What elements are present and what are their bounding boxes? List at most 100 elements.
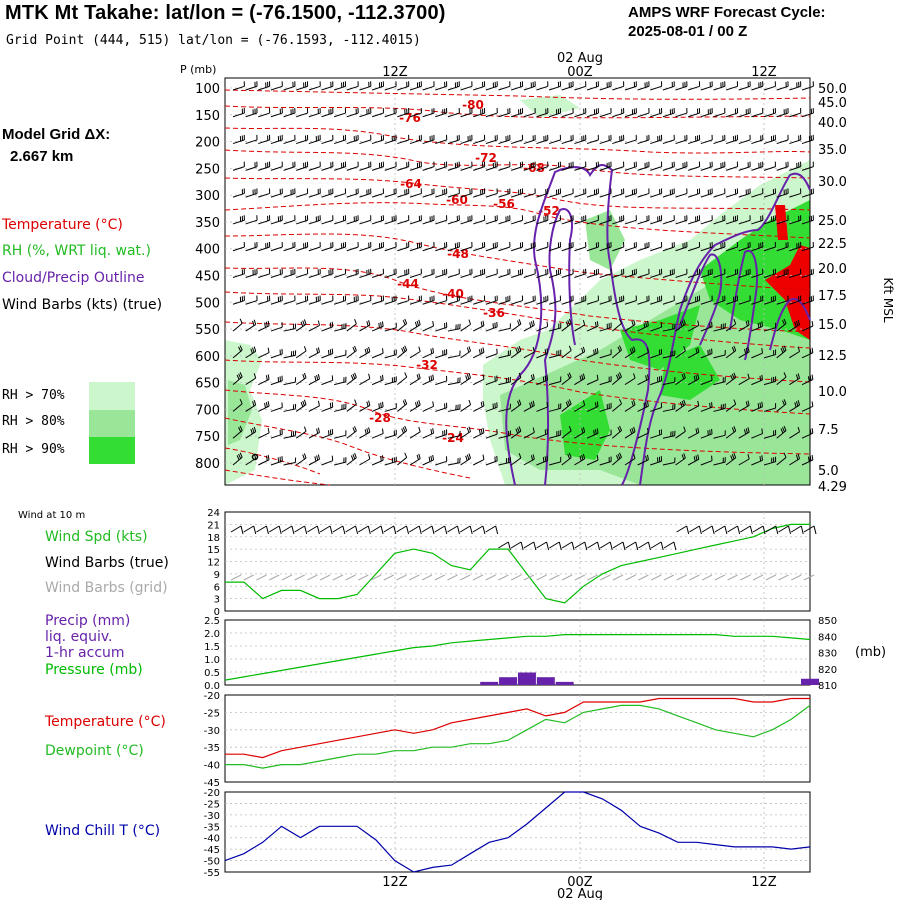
wind-barb (789, 426, 801, 439)
wind-barb (523, 295, 536, 305)
wind-barb (258, 347, 270, 359)
wind-barb (650, 429, 663, 439)
wind-barb (447, 430, 461, 439)
wind-barb (308, 134, 321, 145)
wind-barb (725, 188, 739, 198)
grid-wind-barb (383, 574, 395, 581)
wind-barb (308, 400, 320, 412)
wind-barb (422, 320, 435, 332)
wind-barb (586, 241, 599, 252)
wind-barb (574, 453, 586, 466)
wind-barb (245, 426, 257, 439)
wind-barb (637, 401, 649, 412)
pressure-tick-label: 830 (818, 649, 837, 660)
wind-barb (296, 161, 309, 171)
rh-90-label: RH > 90% (2, 442, 65, 457)
surface-wind-barb (243, 525, 257, 535)
bottom-date-label: 02 Aug (557, 887, 603, 900)
wind-barb (776, 372, 787, 386)
wind-barb (612, 188, 625, 198)
model-grid-label: Model Grid ΔX: (2, 126, 111, 143)
wind-barb (473, 215, 486, 225)
wind-barb (523, 215, 536, 225)
wind-speed-tick-label: 0 (214, 607, 220, 618)
wind-barb (599, 429, 612, 439)
pressure-tick-label: 550 (195, 323, 220, 338)
wind-barb (586, 321, 599, 332)
wind-barb (574, 319, 586, 332)
wind-barb (536, 241, 549, 252)
wind-barb (561, 399, 572, 412)
wind-chill-tick-label: -25 (204, 799, 220, 810)
wind-barb (371, 374, 384, 386)
grid-wind-barb (765, 574, 777, 581)
rh-region-12 (765, 245, 810, 340)
wind-barb (725, 399, 737, 412)
wind-barb (359, 188, 372, 198)
wind-barb (687, 400, 700, 412)
wind-barb (789, 161, 802, 171)
legend-pressure: Pressure (mb) (45, 662, 143, 678)
pressure-tick-label: 400 (195, 243, 220, 258)
wind-barb (801, 401, 814, 412)
wind-barb (688, 268, 701, 278)
wind-barb (751, 321, 763, 332)
grid-wind-barb (421, 574, 433, 581)
grid-wind-barb (396, 574, 407, 581)
wind-barb (801, 134, 814, 145)
wind-barb (409, 426, 421, 439)
wind-barb (422, 215, 435, 225)
wind-barb (776, 188, 789, 198)
wind-barb (485, 241, 498, 252)
grid-wind-barb (663, 574, 675, 581)
wind-barb (738, 81, 751, 91)
wind-barb (447, 241, 460, 252)
grid-point-subtitle: Grid Point (444, 515) lat/lon = (-76.159… (6, 33, 421, 48)
wind-barb (460, 295, 473, 305)
wind-barb (536, 188, 549, 198)
grid-wind-barb (332, 574, 344, 581)
surface-wind-barb (727, 525, 741, 535)
wind-barb (422, 295, 435, 305)
wind-barb (397, 108, 410, 118)
wind-barb (675, 426, 686, 439)
wind-speed-tick-label: 12 (207, 558, 220, 569)
wind-barb (536, 161, 549, 171)
precip-tick-label: 2.5 (204, 616, 220, 627)
wind-barb (308, 215, 321, 225)
temperature-contour-label: -36 (483, 306, 505, 320)
wind-barb (359, 454, 371, 466)
wind-barb (498, 108, 511, 118)
wind-barb (409, 188, 422, 198)
wind-barb (283, 457, 297, 466)
wind-barb (283, 161, 296, 171)
wind-barb (725, 134, 739, 145)
wind-barb (650, 134, 663, 145)
wind-barb (662, 268, 675, 278)
wind-barb (637, 347, 649, 359)
wind-barb (321, 188, 334, 198)
pressure-tick-label: 300 (195, 189, 220, 204)
grid-wind-barb (447, 574, 458, 581)
wind-barb (460, 453, 472, 466)
wind-barb (334, 323, 347, 332)
wind-barb (232, 81, 245, 91)
wind-barb (308, 241, 321, 252)
wind-barb (447, 81, 460, 91)
wind-barb (624, 215, 637, 225)
wind-barb (460, 268, 473, 278)
wind-barb (586, 161, 599, 171)
wind-barb (523, 161, 536, 171)
wind-barb (700, 134, 713, 145)
wind-barb (283, 430, 297, 439)
wind-barb (675, 81, 688, 91)
wind-barb (346, 452, 357, 466)
legend-wind-barbs-grid: Wind Barbs (grid) (45, 580, 168, 596)
wind-barb (270, 429, 283, 439)
wind-barb (397, 81, 410, 91)
wind-barb (473, 427, 485, 439)
wind-barb (371, 188, 385, 198)
wind-barb (599, 108, 612, 118)
wind-barb (270, 348, 283, 359)
wind-barb (384, 188, 397, 198)
